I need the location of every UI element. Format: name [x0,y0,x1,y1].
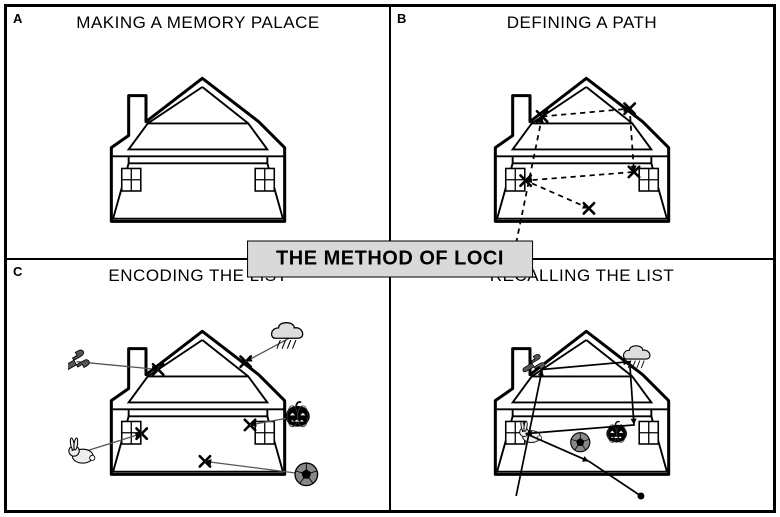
panel-c: C ENCODING THE LIST [6,259,390,512]
house-d [452,305,712,505]
figure-frame: A MAKING A MEMORY PALACE B DEFINING A PA… [4,4,776,513]
panel-a: A MAKING A MEMORY PALACE [6,6,390,259]
house-c [68,305,328,505]
house-b [452,52,712,252]
house-c-wrap [7,300,389,511]
house-a-wrap [7,47,389,258]
panel-d: D RECALLING THE LIST [390,259,774,512]
panel-title-b: DEFINING A PATH [391,13,773,33]
panel-title-a: MAKING A MEMORY PALACE [7,13,389,33]
house-d-wrap [391,300,773,511]
house-b-wrap [391,47,773,258]
panel-b: B DEFINING A PATH [390,6,774,259]
house-a [68,52,328,252]
center-title-box: THE METHOD OF LOCI [247,240,533,277]
